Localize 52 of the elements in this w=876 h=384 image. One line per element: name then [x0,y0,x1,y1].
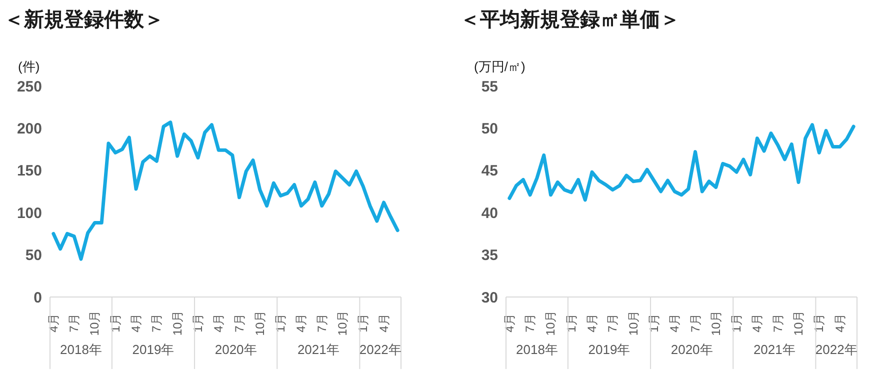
y-axis-title: (件) [18,58,40,76]
x-tick-label: 7月 [688,314,702,332]
x-tick-label: 10月 [336,310,350,336]
line-series [52,120,400,261]
x-tick-label: 4月 [376,314,391,332]
y-tick-label: 35 [481,247,498,264]
x-tick-label: 10月 [708,310,723,336]
x-tick-label: 7月 [523,314,538,332]
y-tick-label: 45 [481,162,498,180]
x-tick-label: 10月 [792,310,806,336]
x-tick-label: 7月 [314,314,329,332]
x-tick-label: 4月 [750,314,764,332]
x-tick-label: 4月 [129,314,144,332]
y-tick-label: 100 [16,204,42,222]
x-tick-label: 4月 [832,314,847,332]
text: 2018年 [516,342,558,357]
x-tick-label: 4月 [294,314,308,332]
y-tick-label: 250 [16,78,42,96]
y-tick-label: 50 [481,120,498,138]
text: 2022年 [359,342,402,357]
text: 2020年 [670,342,713,357]
y-tick-label: 40 [481,204,498,222]
x-tick-label: 7月 [232,314,246,332]
y-axis-title: (万円/㎡) [474,58,526,76]
x-tick-label: 4月 [585,314,600,332]
chart-title: ＜新規登録件数＞ [4,8,164,33]
y-tick-label: 150 [16,162,42,180]
x-tick-label: 7月 [67,314,82,332]
y-tick-label: 200 [16,120,42,138]
text: 2018年 [60,342,102,357]
text: 2022年 [815,342,858,357]
x-tick-label: 7月 [150,314,164,332]
x-tick-label: 10月 [544,310,558,336]
y-tick-label: 0 [34,289,42,306]
y-tick-label: 30 [481,289,498,306]
x-tick-label: 10月 [88,310,102,336]
text: 2021年 [753,342,796,357]
text: 2020年 [214,342,257,357]
text: 2019年 [132,342,174,357]
y-tick-label: 55 [481,78,498,96]
text: 2019年 [588,342,630,357]
x-tick-label: 4月 [668,314,682,332]
x-tick-label: 7月 [770,314,785,332]
x-tick-label: 10月 [252,310,267,336]
y-tick-label: 50 [25,247,42,264]
x-tick-label: 10月 [626,310,640,336]
text: 2021年 [297,342,340,357]
x-tick-label: 10月 [170,310,184,336]
x-tick-label: 7月 [606,314,620,332]
x-tick-label: 4月 [212,314,226,332]
line-series [508,123,856,202]
chart-title: ＜平均新規登録㎡単価＞ [460,8,680,33]
